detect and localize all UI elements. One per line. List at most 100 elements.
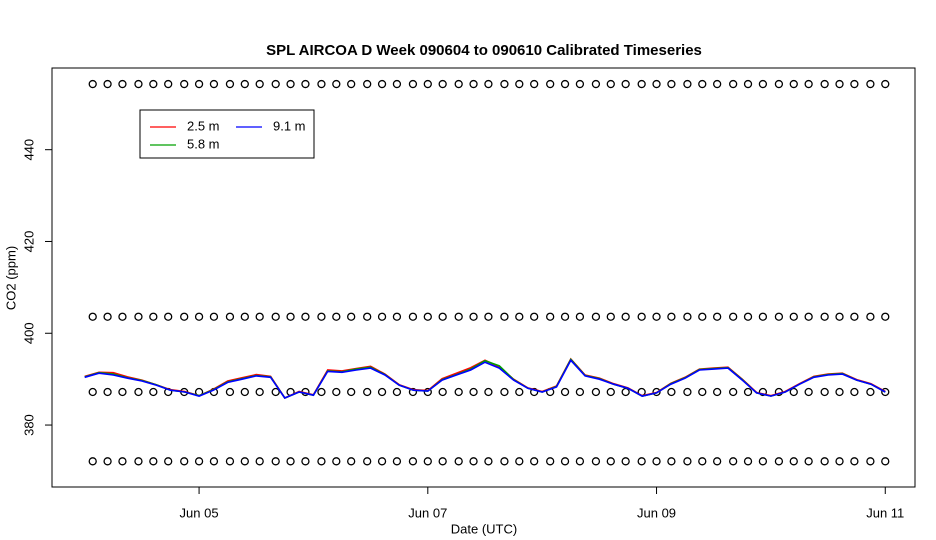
calibration-point — [606, 387, 615, 397]
calibration-point — [180, 79, 189, 89]
calibration-point — [332, 457, 341, 466]
calibration-point — [729, 387, 738, 397]
calibration-point — [317, 387, 326, 397]
calibration-point — [408, 387, 418, 397]
calibration-point — [469, 79, 478, 89]
calibration-point — [789, 312, 798, 321]
calibration-point — [683, 387, 692, 397]
calibration-point — [332, 312, 341, 321]
calibration-point — [103, 312, 112, 321]
calibration-point — [149, 387, 158, 397]
calibration-point — [591, 457, 601, 466]
x-axis-label: Date (UTC) — [451, 521, 517, 536]
calibration-point — [637, 312, 646, 321]
calibration-point — [88, 457, 97, 466]
calibration-point — [820, 79, 829, 89]
calibration-point — [652, 79, 661, 89]
calibration-point — [743, 457, 753, 466]
calibration-point — [363, 457, 372, 466]
calibration-point — [621, 457, 630, 466]
calibration-point — [515, 457, 524, 466]
calibration-point — [530, 312, 539, 321]
calibration-point — [560, 79, 570, 89]
calibration-point — [866, 79, 875, 89]
calibration-point — [454, 457, 463, 466]
calibration-point — [850, 387, 859, 397]
calibration-point — [423, 387, 432, 397]
calibration-point — [454, 312, 463, 321]
calibration-point — [484, 312, 493, 321]
series-line — [84, 358, 886, 399]
calibration-point — [712, 79, 722, 89]
calibration-point — [301, 312, 310, 321]
calibration-point — [88, 79, 97, 89]
calibration-point — [408, 312, 418, 321]
calibration-point — [606, 457, 615, 466]
calibration-point — [667, 312, 676, 321]
calibration-point — [835, 387, 844, 397]
calibration-point — [789, 387, 798, 397]
calibration-point — [758, 312, 768, 321]
calibration-point — [347, 312, 356, 321]
calibration-point — [240, 79, 249, 89]
calibration-point — [149, 457, 158, 466]
calibration-point — [500, 312, 509, 321]
calibration-point — [240, 387, 249, 397]
calibration-point — [194, 79, 204, 89]
calibration-point — [88, 387, 97, 397]
calibration-point — [317, 457, 326, 466]
calibration-point — [134, 387, 143, 397]
calibration-point — [698, 312, 707, 321]
calibration-point — [774, 312, 784, 321]
calibration-point — [866, 312, 875, 321]
calibration-point — [530, 457, 539, 466]
calibration-point — [423, 79, 432, 89]
calibration-point — [515, 312, 524, 321]
calibration-point — [103, 457, 112, 466]
calibration-point — [500, 457, 509, 466]
calibration-point — [149, 79, 158, 89]
legend-box — [139, 109, 315, 159]
calibration-point — [332, 387, 341, 397]
calibration-point — [363, 312, 372, 321]
calibration-point — [240, 312, 249, 321]
calibration-point — [591, 79, 601, 89]
calibration-point — [438, 312, 447, 321]
calibration-point — [698, 457, 707, 466]
calibration-point — [209, 312, 219, 321]
calibration-point — [377, 387, 387, 397]
calibration-point — [712, 387, 722, 397]
y-tick-label: 440 — [21, 139, 36, 161]
calibration-point — [546, 79, 555, 89]
calibration-point — [637, 79, 646, 89]
calibration-point — [469, 312, 478, 321]
calibration-point — [377, 79, 387, 89]
calibration-point — [835, 79, 844, 89]
calibration-point — [377, 457, 387, 466]
calibration-point — [88, 312, 97, 321]
calibration-point — [209, 79, 219, 89]
calibration-point — [758, 457, 768, 466]
calibration-point — [804, 312, 813, 321]
calibration-point — [729, 312, 738, 321]
calibration-point — [392, 79, 402, 89]
plot-frame — [51, 67, 916, 488]
calibration-point — [575, 387, 585, 397]
calibration-point — [850, 312, 859, 321]
calibration-point — [820, 312, 829, 321]
calibration-point — [515, 79, 524, 89]
calibration-point — [546, 312, 555, 321]
calibration-point — [271, 79, 280, 89]
calibration-point — [729, 79, 738, 89]
calibration-point — [606, 79, 615, 89]
calibration-point — [698, 79, 707, 89]
calibration-point — [500, 387, 509, 397]
calibration-point — [683, 457, 692, 466]
calibration-point — [774, 457, 784, 466]
calibration-point — [225, 387, 235, 397]
calibration-point — [347, 457, 356, 466]
calibration-point — [134, 312, 143, 321]
calibration-point — [743, 387, 753, 397]
calibration-point — [850, 457, 859, 466]
